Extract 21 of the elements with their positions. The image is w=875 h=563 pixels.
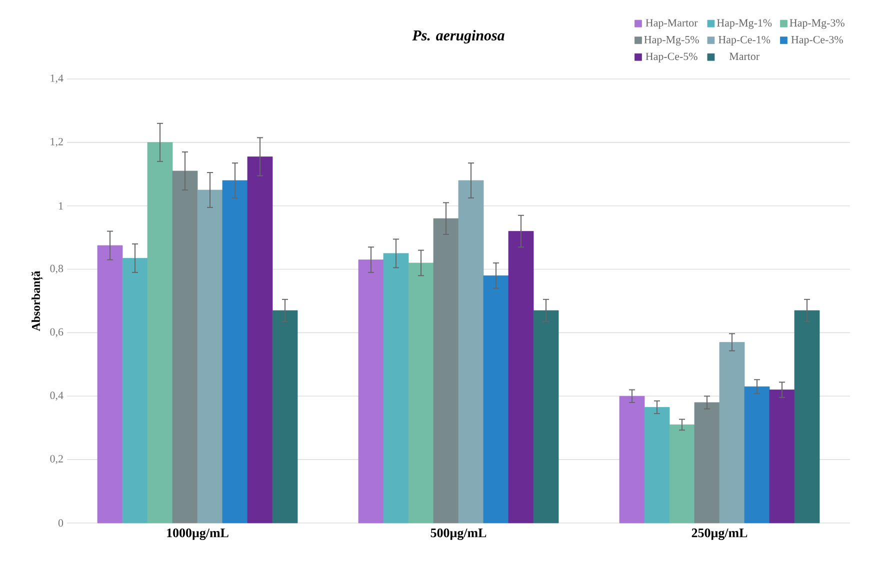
- y-tick-label: 0,6: [50, 328, 64, 338]
- chart-title: Ps. aeruginosa: [412, 30, 504, 44]
- x-tick-label: 500µg/mL: [430, 528, 486, 540]
- y-tick-label: 0: [58, 519, 64, 527]
- legend-label: Hap-Mg-3%: [790, 19, 844, 29]
- y-tick-label: 1,4: [50, 74, 64, 84]
- legend-label: Hap-Martor: [646, 19, 698, 29]
- legend-label: Hap-Mg-1%: [716, 19, 772, 29]
- legend-label: Hap-Ce-1%: [718, 36, 770, 46]
- y-axis-title: Absorbanță: [31, 270, 43, 332]
- legend-label: Hap-Ce-5%: [646, 52, 698, 62]
- y-tick-label: 0,8: [50, 264, 64, 274]
- y-tick-label: 0,2: [50, 455, 63, 464]
- y-tick-label: 1,2: [50, 138, 63, 147]
- x-tick-label: 1000µg/mL: [167, 528, 228, 540]
- y-tick-label: 1: [58, 202, 63, 210]
- legend-label: Hap-Ce-3%: [791, 36, 843, 46]
- legend-label: Hap-Mg-5%: [644, 36, 699, 46]
- y-tick-label: 0,4: [50, 392, 64, 401]
- legend-label: Martor: [729, 52, 760, 60]
- x-tick-label: 250µg/mL: [692, 528, 748, 540]
